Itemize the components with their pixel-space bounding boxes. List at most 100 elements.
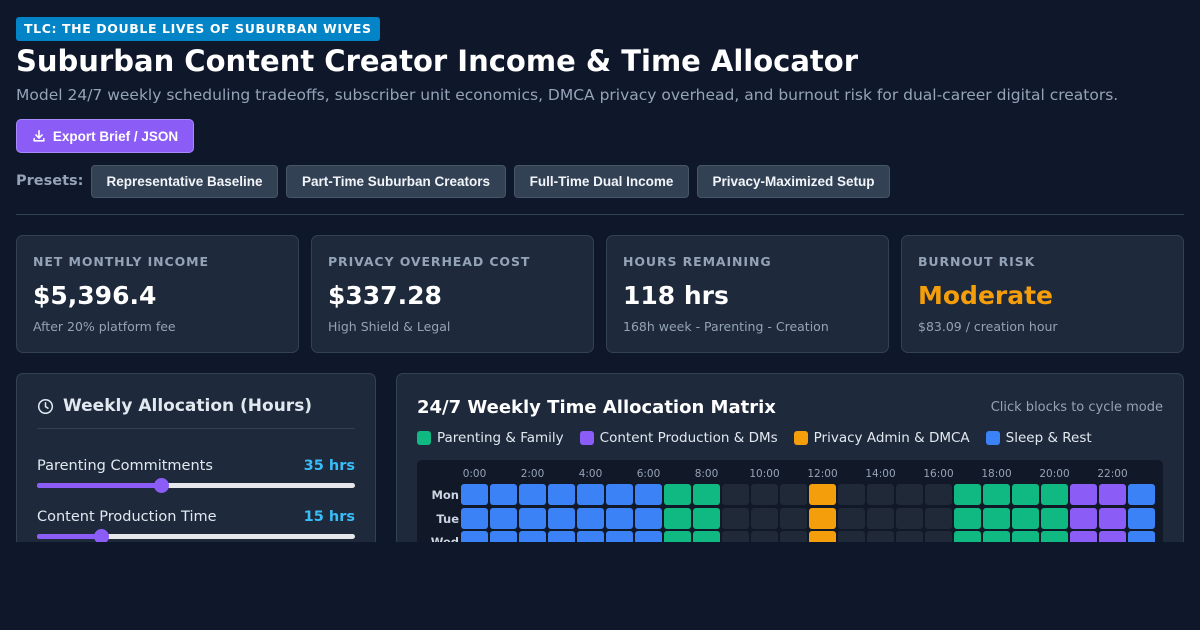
- slider-label: Parenting Commitments: [37, 458, 213, 474]
- time-block[interactable]: [519, 484, 546, 505]
- kpi-value: 118 hrs: [623, 281, 729, 310]
- hour-label: 18:00: [981, 468, 1012, 480]
- preset-full-time-dual-income[interactable]: Full-Time Dual Income: [514, 165, 689, 198]
- time-block[interactable]: [780, 507, 807, 529]
- legend-label: Sleep & Rest: [1005, 430, 1092, 446]
- day-label: Tue: [436, 511, 459, 526]
- header-divider: [16, 214, 1184, 215]
- time-block[interactable]: [1070, 507, 1097, 529]
- day-label: Mon: [431, 488, 459, 502]
- time-block[interactable]: [722, 484, 749, 505]
- time-block[interactable]: [577, 484, 604, 505]
- time-block[interactable]: [1012, 484, 1039, 505]
- time-block[interactable]: [548, 484, 575, 505]
- hour-label: 10:00: [749, 468, 780, 480]
- time-block[interactable]: [751, 507, 778, 529]
- time-block[interactable]: [1128, 507, 1155, 529]
- time-block[interactable]: [519, 507, 546, 529]
- time-block[interactable]: [896, 507, 923, 529]
- time-block[interactable]: [490, 484, 517, 505]
- time-block[interactable]: [461, 484, 488, 505]
- time-block[interactable]: [954, 484, 981, 505]
- kpi-label: PRIVACY OVERHEAD COST: [328, 254, 531, 269]
- slider-parenting: Parenting Commitments 35 hrs: [37, 458, 355, 493]
- legend-label: Privacy Admin & DMCA: [813, 430, 970, 446]
- time-block[interactable]: [838, 507, 865, 529]
- time-block[interactable]: [693, 484, 720, 505]
- time-block[interactable]: [1099, 507, 1126, 529]
- clock-icon: [37, 398, 54, 414]
- time-block[interactable]: [983, 484, 1010, 505]
- kpi-value: Moderate: [918, 281, 1054, 310]
- hour-label: 22:00: [1097, 468, 1128, 480]
- kpi-subtext: 168h week - Parenting - Creation: [623, 319, 829, 334]
- time-block[interactable]: [954, 507, 981, 529]
- time-block[interactable]: [751, 484, 778, 505]
- time-block[interactable]: [1041, 507, 1068, 529]
- hour-label: 0:00: [462, 468, 487, 480]
- time-block[interactable]: [606, 484, 633, 505]
- time-block[interactable]: [1099, 484, 1126, 505]
- hour-label: 20:00: [1039, 468, 1070, 480]
- kpi-hours-remaining: HOURS REMAINING 118 hrs 168h week - Pare…: [606, 235, 889, 353]
- time-block[interactable]: [867, 507, 894, 529]
- export-button[interactable]: Export Brief / JSON: [16, 119, 194, 153]
- download-icon: [33, 129, 45, 142]
- time-block[interactable]: [577, 507, 604, 529]
- time-block[interactable]: [780, 484, 807, 505]
- time-block[interactable]: [1128, 484, 1155, 505]
- time-block[interactable]: [635, 484, 662, 505]
- legend-item: Parenting & Family: [417, 430, 564, 446]
- legend-item: Privacy Admin & DMCA: [793, 430, 970, 446]
- legend-swatch: [579, 431, 594, 445]
- time-block[interactable]: [664, 484, 691, 505]
- hour-label: 16:00: [923, 468, 954, 480]
- time-block[interactable]: [1070, 484, 1097, 505]
- matrix-legend: Parenting & Family Content Production & …: [417, 430, 1163, 446]
- preset-privacy-maximized[interactable]: Privacy-Maximized Setup: [697, 165, 890, 198]
- legend-swatch: [417, 431, 431, 445]
- slider-fill: [37, 534, 101, 539]
- time-block[interactable]: [925, 507, 952, 529]
- time-block[interactable]: [1012, 507, 1039, 529]
- legend-swatch: [985, 431, 1000, 445]
- time-block[interactable]: [693, 507, 720, 529]
- content-slider-track[interactable]: [37, 529, 355, 544]
- time-block[interactable]: [809, 484, 836, 505]
- legend-item: Sleep & Rest: [985, 430, 1092, 446]
- preset-part-time-suburban[interactable]: Part-Time Suburban Creators: [286, 165, 506, 198]
- slider-thumb[interactable]: [93, 529, 109, 544]
- slider-fill: [37, 483, 162, 488]
- time-block[interactable]: [635, 507, 662, 529]
- time-block[interactable]: [606, 507, 633, 529]
- hour-label: 12:00: [807, 468, 838, 480]
- kpi-value: $5,396.4: [33, 281, 157, 310]
- presets-label: Presets:: [16, 173, 84, 189]
- kpi-net-monthly-income: NET MONTHLY INCOME $5,396.4 After 20% pl…: [16, 235, 299, 353]
- time-block[interactable]: [1041, 484, 1068, 505]
- time-block[interactable]: [809, 507, 836, 529]
- kpi-burnout-risk: BURNOUT RISK Moderate $83.09 / creation …: [901, 235, 1184, 353]
- preset-representative-baseline[interactable]: Representative Baseline: [91, 165, 278, 198]
- hour-label: 6:00: [636, 468, 661, 480]
- time-block[interactable]: [664, 507, 691, 529]
- matrix-hint: Click blocks to cycle mode: [990, 399, 1163, 415]
- time-block[interactable]: [896, 484, 923, 505]
- time-block[interactable]: [548, 507, 575, 529]
- time-block[interactable]: [838, 484, 865, 505]
- allocation-divider: [37, 428, 355, 429]
- export-button-label: Export Brief / JSON: [52, 128, 179, 144]
- time-block[interactable]: [461, 507, 488, 529]
- time-block[interactable]: [867, 484, 894, 505]
- time-block[interactable]: [925, 484, 952, 505]
- parenting-slider-track[interactable]: [37, 478, 355, 493]
- slider-thumb[interactable]: [154, 478, 170, 493]
- hour-label: 8:00: [694, 468, 719, 480]
- time-block[interactable]: [490, 507, 517, 529]
- time-block[interactable]: [983, 507, 1010, 529]
- matrix-title: 24/7 Weekly Time Allocation Matrix: [417, 396, 776, 418]
- time-matrix-panel: 24/7 Weekly Time Allocation Matrix Click…: [396, 373, 1184, 580]
- time-block[interactable]: [722, 507, 749, 529]
- legend-label: Content Production & DMs: [599, 430, 778, 446]
- kpi-label: HOURS REMAINING: [623, 254, 772, 269]
